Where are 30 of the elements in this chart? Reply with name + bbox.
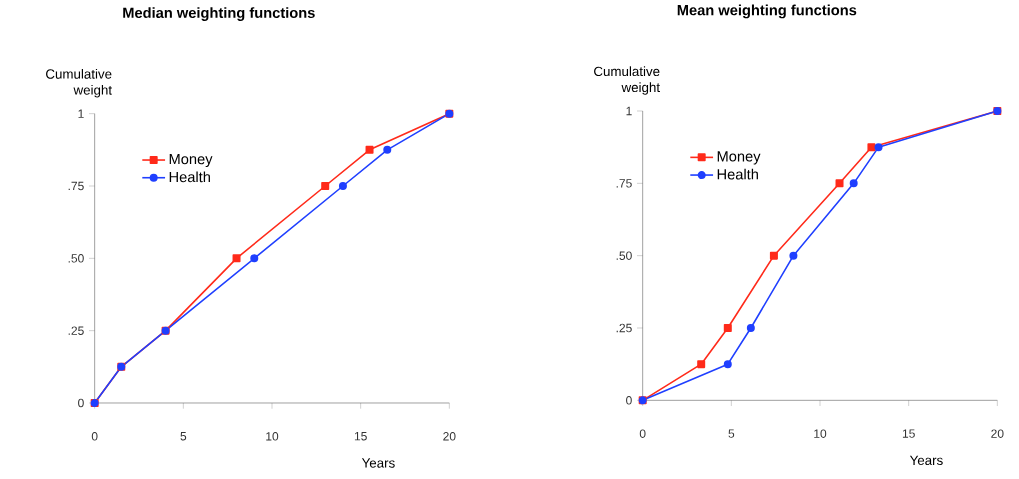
legend-label: Health <box>717 168 758 180</box>
y-tick-label: .50 <box>68 254 84 263</box>
x-tick-label: 15 <box>354 432 367 441</box>
x-tick-label: 15 <box>902 429 915 438</box>
x-tick-label: 5 <box>180 432 187 441</box>
x-tick-label: 10 <box>266 432 279 441</box>
x-tick-label: 20 <box>991 429 1004 438</box>
legend-label: Money <box>717 151 761 165</box>
legend-label: Health <box>169 171 210 183</box>
x-tick-label: 0 <box>639 429 646 438</box>
x-tick-label: 10 <box>814 429 827 438</box>
y-tick-label: .25 <box>68 326 84 335</box>
y-tick-label: 1 <box>78 109 84 118</box>
legend-label: Money <box>169 154 213 168</box>
y-tick-label: .75 <box>68 181 84 191</box>
y-tick-label: 1 <box>626 106 632 116</box>
y-tick-label: .50 <box>616 251 632 260</box>
x-axis-title: Years <box>361 458 395 468</box>
y-axis-title: Cumulative weight <box>594 66 660 95</box>
y-tick-label: 0 <box>626 396 632 405</box>
x-axis-title: Years <box>909 455 943 466</box>
y-axis-title: Cumulative weight <box>46 68 112 98</box>
x-tick-label: 0 <box>91 432 98 441</box>
y-tick-label: 0 <box>78 398 84 408</box>
chart-title: Mean weighting functions <box>677 4 857 19</box>
y-tick-label: .25 <box>616 323 632 333</box>
chart-title: Median weighting functions <box>123 7 315 21</box>
x-tick-label: 20 <box>443 432 456 441</box>
x-tick-label: 5 <box>728 429 735 438</box>
y-tick-label: .75 <box>616 179 632 188</box>
